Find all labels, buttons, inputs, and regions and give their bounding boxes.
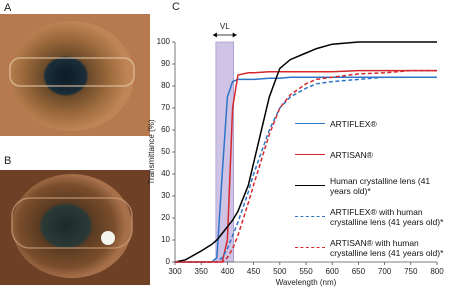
- legend-swatch: [295, 185, 325, 186]
- x-tick-label: 500: [273, 267, 287, 276]
- series-line: [175, 76, 437, 263]
- legend-label: ARTIFLEX®: [330, 118, 377, 129]
- legend-swatch: [295, 216, 325, 217]
- x-tick-label: 600: [326, 267, 340, 276]
- x-tick-label: 550: [299, 267, 313, 276]
- x-tick-label: 800: [430, 267, 444, 276]
- legend-label: ARTISAN®: [330, 149, 373, 160]
- legend-item: Human crystalline lens (41 years old)*: [295, 170, 445, 201]
- panel-label: B: [4, 155, 11, 167]
- legend: ARTIFLEX® ARTISAN® Human crystalline lens …: [295, 108, 445, 263]
- legend-swatch: [295, 123, 325, 124]
- legend-item: ARTISAN®: [295, 139, 445, 170]
- photo-b: [0, 170, 150, 285]
- photo-a: [0, 14, 150, 136]
- series-line: [174, 41, 437, 263]
- y-tick-label: 10: [161, 235, 170, 244]
- x-tick-label: 650: [352, 267, 366, 276]
- x-tick-label: 750: [404, 267, 418, 276]
- legend-item: ARTISAN® with human crystalline lens (41…: [295, 232, 445, 263]
- y-tick-label: 40: [161, 169, 170, 178]
- legend-swatch: [295, 154, 325, 155]
- series-line: [175, 69, 437, 263]
- y-tick-label: 50: [161, 147, 170, 156]
- x-tick-label: 700: [378, 267, 392, 276]
- legend-label: ARTIFLEX® with human crystalline lens (4…: [330, 206, 444, 227]
- legend-label: ARTISAN® with human crystalline lens (41…: [330, 237, 444, 258]
- panel-label: C: [172, 1, 180, 13]
- x-tick-label: 400: [221, 267, 235, 276]
- y-axis-label: Transmittance (%): [147, 119, 156, 184]
- x-axis-label: Wavelength (nm): [276, 278, 337, 287]
- y-tick-label: 60: [161, 125, 170, 134]
- y-tick-label: 100: [157, 37, 171, 46]
- y-tick-label: 30: [161, 191, 170, 200]
- legend-item: ARTIFLEX® with human crystalline lens (4…: [295, 201, 445, 232]
- y-tick-label: 90: [161, 59, 170, 68]
- y-tick-label: 20: [161, 213, 170, 222]
- x-tick-label: 450: [247, 267, 261, 276]
- legend-label: Human crystalline lens (41 years old)*: [330, 175, 431, 196]
- x-tick-label: 300: [168, 267, 182, 276]
- y-tick-label: 0: [166, 257, 171, 266]
- x-tick-label: 350: [195, 267, 209, 276]
- y-tick-label: 80: [161, 81, 170, 90]
- legend-item: ARTIFLEX®: [295, 108, 445, 139]
- panel-label: A: [4, 2, 12, 14]
- y-tick-label: 70: [161, 103, 170, 112]
- legend-swatch: [295, 247, 325, 248]
- band-label: VL: [220, 22, 230, 31]
